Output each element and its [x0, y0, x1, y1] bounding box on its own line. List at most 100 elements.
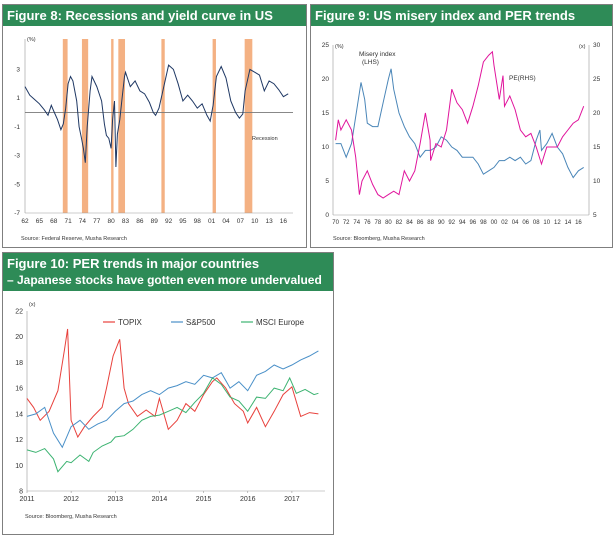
figure9-source: Source: Bloomberg, Musha Research: [333, 236, 425, 242]
misery-index-label: Misery index: [359, 51, 396, 58]
y-tick-label: 16: [15, 386, 23, 393]
x-tick-label: 68: [50, 218, 58, 225]
y-unit-label: (x): [29, 302, 36, 308]
legend-label: MSCI Europe: [256, 318, 305, 327]
x-tick-label: 2014: [152, 496, 168, 503]
x-tick-label: 84: [406, 220, 413, 226]
y-tick-label: -7: [14, 210, 20, 217]
figure8-panel: Figure 8: Recessions and yield curve in …: [2, 4, 307, 248]
x-tick-label: 07: [237, 218, 245, 225]
x-tick-label: 82: [396, 220, 403, 226]
x-tick-label: 2017: [284, 496, 300, 503]
y-tick-label: 18: [15, 360, 23, 367]
x-tick-label: 01: [208, 218, 216, 225]
x-tick-label: 2015: [196, 496, 212, 503]
x-tick-label: 95: [179, 218, 187, 225]
x-tick-label: 77: [93, 218, 101, 225]
figure9-panel: Figure 9: US misery index and PER trends…: [310, 4, 613, 248]
recession-bar: [62, 39, 68, 213]
x-tick-label: 14: [565, 220, 572, 226]
x-tick-label: 70: [332, 220, 339, 226]
x-tick-label: 10: [251, 218, 259, 225]
y-tick-label: -1: [14, 124, 20, 131]
x-tick-label: 00: [491, 220, 498, 226]
recession-bar: [212, 39, 216, 213]
x-tick-label: 2011: [19, 496, 34, 503]
x-tick-label: 16: [280, 218, 288, 225]
left-tick-label: 0: [325, 212, 329, 219]
recession-bar: [161, 39, 165, 213]
y-tick-label: 22: [15, 309, 23, 316]
y-tick-label: 10: [15, 463, 23, 470]
x-tick-label: 06: [522, 220, 529, 226]
right-unit-label: (x): [579, 44, 586, 50]
x-tick-label: 80: [385, 220, 392, 226]
misery-index-lhs-label: (LHS): [362, 59, 379, 66]
yield-curve-line: [24, 64, 289, 168]
x-tick-label: 2013: [108, 496, 124, 503]
y-tick-label: 3: [16, 66, 20, 73]
x-tick-label: 2016: [240, 496, 256, 503]
x-tick-label: 65: [36, 218, 44, 225]
x-tick-label: 72: [343, 220, 350, 226]
x-tick-label: 92: [165, 218, 173, 225]
figure8-title: Figure 8: Recessions and yield curve in …: [7, 8, 273, 23]
figure10-title-line2: – Japanese stocks have gotten even more …: [7, 273, 322, 287]
x-tick-label: 80: [108, 218, 116, 225]
x-tick-label: 04: [512, 220, 519, 226]
figure10-source: Source: Bloomberg, Musha Research: [25, 514, 117, 520]
right-tick-label: 15: [593, 144, 601, 151]
figure8-chart: (%) 3 1 -1 -3 -5 -762 65 68 71 74 77 80 83 86 89 92 95 98 0…: [14, 37, 293, 225]
legend-label: S&P500: [186, 318, 216, 327]
x-tick-label: 88: [427, 220, 434, 226]
right-tick-label: 30: [593, 42, 601, 49]
x-tick-label: 62: [21, 218, 29, 225]
x-tick-label: 02: [501, 220, 508, 226]
y-tick-label: 1: [16, 95, 20, 102]
y-tick-label: 20: [15, 334, 23, 341]
x-tick-label: 12: [554, 220, 561, 226]
y-unit-label: (%): [27, 37, 36, 43]
x-tick-label: 16: [575, 220, 582, 226]
x-tick-label: 74: [79, 218, 87, 225]
x-tick-label: 78: [375, 220, 382, 226]
left-tick-label: 10: [322, 144, 330, 151]
x-tick-label: 08: [533, 220, 540, 226]
x-tick-label: 86: [136, 218, 144, 225]
x-tick-label: 94: [459, 220, 466, 226]
figure9-chart: (%) (x) 25 20 15 10 5 0 30 25 20 15 10 5 70 72 74 76 78 80 8…: [322, 42, 601, 226]
legend-recession-swatch: [245, 135, 250, 140]
left-tick-label: 20: [322, 76, 330, 83]
y-tick-label: 8: [19, 489, 23, 496]
series-line-msci-europe: [26, 376, 319, 473]
x-tick-label: 98: [194, 218, 202, 225]
figure10-title-line1: Figure 10: PER trends in major countries: [7, 256, 260, 271]
x-tick-label: 92: [448, 220, 455, 226]
recession-bar: [118, 39, 126, 213]
x-tick-label: 86: [417, 220, 424, 226]
left-unit-label: (%): [335, 44, 344, 50]
recession-bar: [244, 39, 253, 213]
legend-recession-label: Recession: [252, 136, 278, 142]
figure8-title-bar: Figure 8: Recessions and yield curve in …: [3, 5, 306, 26]
recession-bar: [81, 39, 89, 213]
x-tick-label: 96: [470, 220, 477, 226]
x-tick-label: 83: [122, 218, 130, 225]
figure8-source: Source: Federal Reserve, Musha Research: [21, 236, 127, 242]
right-tick-label: 10: [593, 178, 601, 185]
y-tick-label: 14: [15, 411, 23, 418]
x-tick-label: 89: [151, 218, 159, 225]
x-tick-label: 98: [480, 220, 487, 226]
left-tick-label: 15: [322, 110, 330, 117]
y-tick-label: -5: [14, 181, 20, 188]
right-tick-label: 5: [593, 212, 597, 219]
x-tick-label: 13: [265, 218, 273, 225]
pe-line: [335, 50, 585, 199]
x-tick-label: 76: [364, 220, 371, 226]
left-tick-label: 5: [325, 178, 329, 185]
legend-label: TOPIX: [118, 318, 143, 327]
x-tick-label: 74: [353, 220, 360, 226]
x-tick-label: 10: [543, 220, 550, 226]
left-tick-label: 25: [322, 42, 330, 49]
